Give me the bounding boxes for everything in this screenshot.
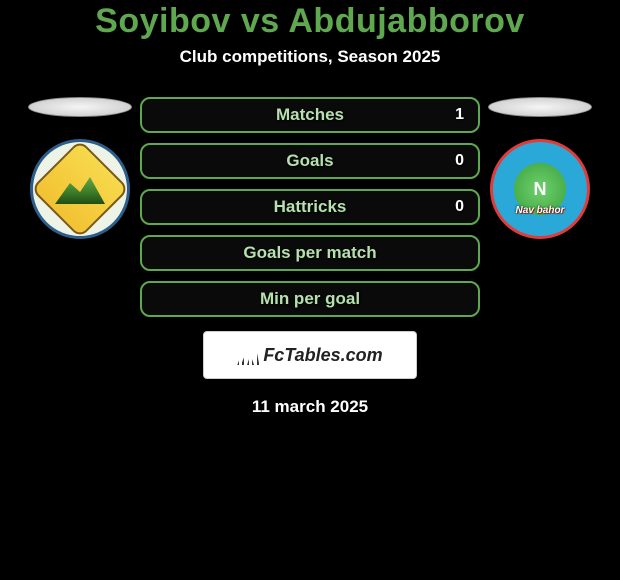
subtitle: Club competitions, Season 2025 — [180, 47, 441, 67]
left-player-column — [20, 97, 140, 239]
fctables-logo: FcTables.com — [203, 331, 417, 379]
page-title: Soyibov vs Abdujabborov — [95, 2, 525, 41]
stat-label: Hattricks — [274, 197, 347, 217]
right-badge-text: Nav bahor — [516, 205, 565, 216]
left-player-face-placeholder — [28, 97, 132, 117]
stat-bar-goals-per-match: Goals per match — [140, 235, 480, 271]
stat-bar-matches: Matches 1 — [140, 97, 480, 133]
comparison-row: Matches 1 Goals 0 Hattricks 0 Goals per … — [0, 97, 620, 317]
stats-column: Matches 1 Goals 0 Hattricks 0 Goals per … — [140, 97, 480, 317]
logo-text: FcTables.com — [263, 345, 382, 366]
stat-label: Goals per match — [243, 243, 376, 263]
right-player-column: N Nav bahor — [480, 97, 600, 239]
chart-icon — [237, 345, 259, 365]
left-badge-mountain-icon — [55, 174, 105, 204]
stat-value: 1 — [455, 106, 464, 124]
stat-label: Goals — [286, 151, 333, 171]
stat-value: 0 — [455, 198, 464, 216]
left-badge-shield — [31, 140, 130, 239]
stat-bar-goals: Goals 0 — [140, 143, 480, 179]
stat-bar-min-per-goal: Min per goal — [140, 281, 480, 317]
date-label: 11 march 2025 — [252, 397, 368, 417]
right-player-face-placeholder — [488, 97, 592, 117]
right-club-badge: N Nav bahor — [490, 139, 590, 239]
stat-bar-hattricks: Hattricks 0 — [140, 189, 480, 225]
stat-label: Min per goal — [260, 289, 360, 309]
stat-label: Matches — [276, 105, 344, 125]
stat-value: 0 — [455, 152, 464, 170]
left-club-badge — [30, 139, 130, 239]
